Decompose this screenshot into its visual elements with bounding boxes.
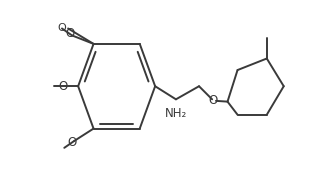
Text: O: O [65,27,74,40]
Text: O: O [208,94,217,107]
Text: O: O [58,80,68,93]
Text: NH₂: NH₂ [165,107,187,120]
Text: O: O [58,23,67,33]
Text: O: O [68,136,77,149]
